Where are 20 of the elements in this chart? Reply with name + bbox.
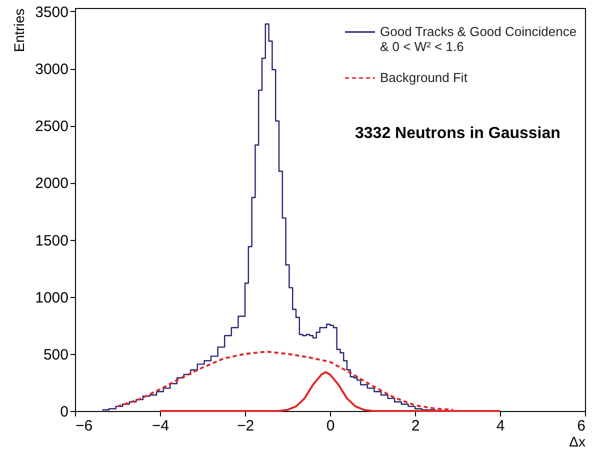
y-tick-label: 1000 bbox=[35, 289, 68, 306]
x-tick-label: 6 bbox=[577, 418, 586, 434]
y-tick-label: 3000 bbox=[35, 61, 68, 78]
x-axis-title: Δx bbox=[569, 434, 586, 450]
y-tick-label: 500 bbox=[43, 346, 68, 364]
y-tick-label: 3500 bbox=[35, 4, 68, 21]
annotation: 3332 Neutrons in Gaussian bbox=[355, 125, 560, 142]
legend-label: Background Fit bbox=[380, 70, 468, 85]
x-tick-label: 2 bbox=[411, 418, 420, 434]
x-tick-label: 4 bbox=[496, 418, 505, 434]
x-tick-label: −2 bbox=[236, 418, 254, 434]
y-tick-label: 2500 bbox=[35, 118, 68, 136]
x-tick-label: −6 bbox=[76, 418, 93, 434]
y-tick-label: 0 bbox=[60, 404, 68, 420]
x-tick-label: −4 bbox=[152, 418, 170, 434]
y-axis-title: Entries bbox=[11, 8, 28, 52]
legend-label: Good Tracks & Good Coincidence & 0 < W² < 1.6 bbox=[380, 24, 577, 54]
x-tick-label: 0 bbox=[326, 418, 335, 434]
y-tick-label: 1500 bbox=[35, 232, 68, 250]
y-tick-label: 2000 bbox=[35, 175, 68, 192]
